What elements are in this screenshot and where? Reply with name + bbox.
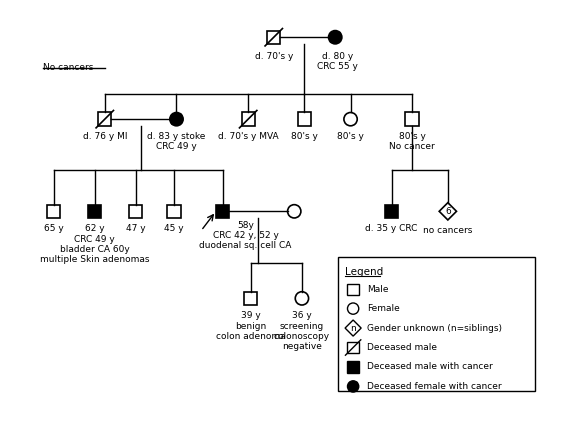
Text: d. 80 y
CRC 55 y: d. 80 y CRC 55 y	[318, 52, 358, 71]
Text: Legend: Legend	[345, 267, 384, 277]
Text: no cancers: no cancers	[423, 226, 473, 235]
Text: Deceased male: Deceased male	[367, 343, 437, 352]
Bar	[88, 205, 101, 218]
Circle shape	[295, 292, 308, 305]
Circle shape	[348, 381, 359, 392]
Text: Deceased female with cancer: Deceased female with cancer	[367, 382, 502, 391]
Bar	[267, 31, 281, 44]
Text: Female: Female	[367, 304, 400, 313]
Text: 39 y
benign
colon adenoma: 39 y benign colon adenoma	[216, 311, 286, 341]
Circle shape	[344, 113, 357, 126]
Bar	[348, 361, 359, 373]
Text: d. 76 y MI: d. 76 y MI	[82, 132, 127, 141]
Text: 80's y
No cancer: 80's y No cancer	[389, 132, 435, 152]
Bar	[167, 205, 181, 218]
Polygon shape	[439, 203, 457, 220]
Circle shape	[170, 113, 183, 126]
Bar	[216, 205, 229, 218]
Bar	[47, 205, 60, 218]
Text: 62 y
CRC 49 y
bladder CA 60y
multiple Skin adenomas: 62 y CRC 49 y bladder CA 60y multiple Sk…	[40, 224, 149, 264]
Text: 80's y: 80's y	[291, 132, 318, 141]
Text: Deceased male with cancer: Deceased male with cancer	[367, 363, 493, 371]
Text: No cancers: No cancers	[43, 64, 94, 72]
Bar	[241, 113, 255, 126]
Text: 80's y: 80's y	[337, 132, 364, 141]
Text: d. 70's y MVA: d. 70's y MVA	[218, 132, 278, 141]
Circle shape	[328, 31, 342, 44]
Bar	[98, 113, 111, 126]
Bar	[406, 113, 419, 126]
Text: Gender unknown (n=siblings): Gender unknown (n=siblings)	[367, 324, 503, 332]
Bar	[244, 292, 257, 305]
Bar	[348, 283, 359, 295]
Bar	[338, 258, 535, 391]
Text: 65 y: 65 y	[44, 224, 64, 233]
Text: 58y
CRC 42 y, 52 y
duodenal sq. cell CA: 58y CRC 42 y, 52 y duodenal sq. cell CA	[199, 221, 292, 251]
Circle shape	[287, 205, 301, 218]
Text: Male: Male	[367, 285, 389, 293]
Bar	[348, 342, 359, 353]
Text: d. 35 y CRC: d. 35 y CRC	[365, 224, 417, 233]
Text: d. 83 y stoke
CRC 49 y: d. 83 y stoke CRC 49 y	[147, 132, 206, 152]
Text: 45 y: 45 y	[164, 224, 183, 233]
Text: 36 y
screening
colonoscopy
negative: 36 y screening colonoscopy negative	[274, 311, 330, 351]
Bar	[385, 205, 398, 218]
Text: 47 y: 47 y	[126, 224, 145, 233]
Bar	[298, 113, 311, 126]
Polygon shape	[345, 320, 361, 336]
Text: n: n	[350, 324, 356, 332]
Bar	[129, 205, 142, 218]
Text: d. 70's y: d. 70's y	[254, 52, 293, 60]
Circle shape	[348, 303, 359, 314]
Text: 6: 6	[445, 207, 451, 216]
